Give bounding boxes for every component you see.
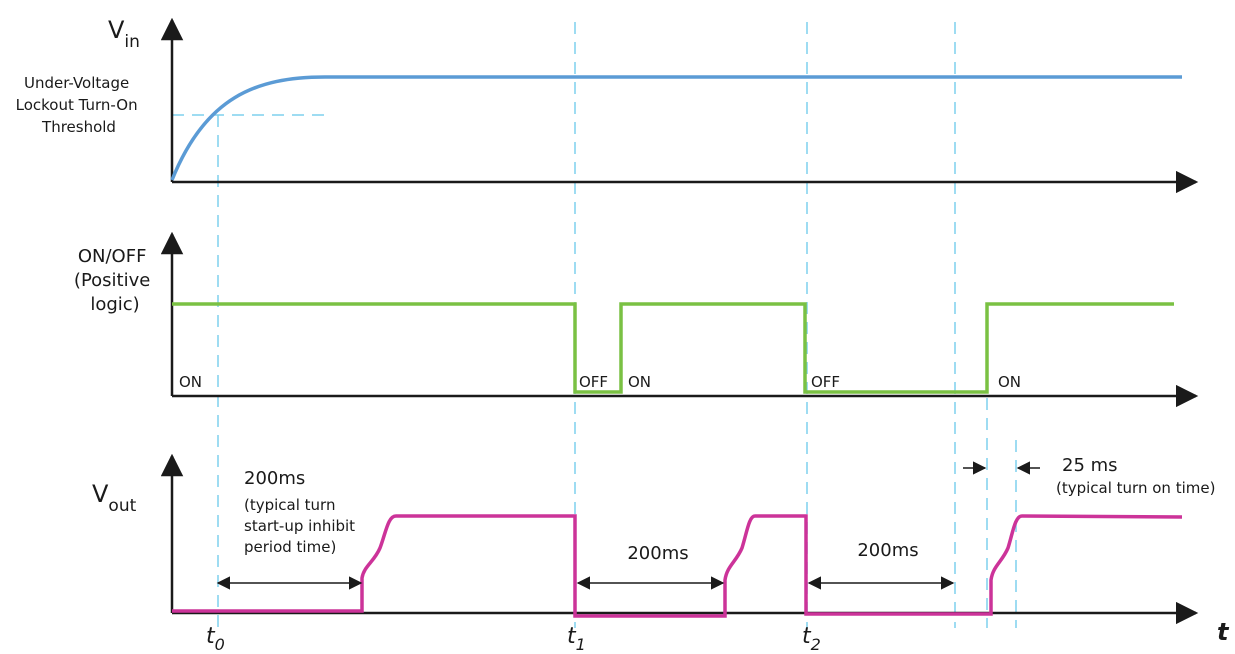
inhibit-period-note: (typical turn start-up inhibit period ti… bbox=[244, 496, 360, 556]
threshold-line-2: Lockout Turn-On bbox=[16, 96, 138, 114]
marker-t0: t0 bbox=[206, 624, 225, 654]
threshold-line-3: Threshold bbox=[41, 118, 116, 136]
onoff-label-line-1: ON/OFF bbox=[78, 246, 147, 267]
vin-curve bbox=[170, 75, 1182, 181]
time-markers: t0 t1 t2 t bbox=[206, 618, 1230, 654]
threshold-line-1: Under-Voltage bbox=[24, 74, 129, 92]
period-3-value: 200ms bbox=[857, 540, 918, 561]
vin-panel: Vin Under-Voltage Lockout Turn-On Thresh… bbox=[16, 16, 1199, 194]
marker-t2: t2 bbox=[802, 624, 821, 654]
threshold-label: Under-Voltage Lockout Turn-On Threshold bbox=[16, 74, 143, 136]
state-label-on-2: ON bbox=[628, 373, 651, 391]
turn-on-value: 25 ms bbox=[1062, 455, 1118, 476]
onoff-label-line-3: logic) bbox=[90, 294, 139, 315]
marker-t1: t1 bbox=[567, 624, 586, 654]
vin-label: Vin bbox=[108, 16, 140, 52]
inhibit-note-line-1: (typical turn bbox=[244, 496, 335, 514]
onoff-signal bbox=[172, 302, 1174, 394]
vout-panel: Vout 200ms (typical turn start-up inhibi… bbox=[92, 453, 1215, 625]
state-label-on-3: ON bbox=[998, 373, 1021, 391]
time-axis-label: t bbox=[1217, 618, 1230, 646]
period-2-value: 200ms bbox=[627, 543, 688, 564]
state-label-on-1: ON bbox=[179, 373, 202, 391]
turn-on-note: (typical turn on time) bbox=[1056, 479, 1215, 497]
vout-signal bbox=[172, 514, 1183, 618]
inhibit-note-line-2: start-up inhibit bbox=[244, 517, 355, 535]
state-label-off-1: OFF bbox=[579, 373, 608, 391]
inhibit-period-value: 200ms bbox=[244, 468, 305, 489]
state-label-off-2: OFF bbox=[811, 373, 840, 391]
vout-label: Vout bbox=[92, 480, 137, 516]
onoff-panel: ON/OFF (Positive logic) ON OFF ON OFF ON bbox=[74, 231, 1199, 408]
inhibit-note-line-3: period time) bbox=[244, 538, 336, 556]
onoff-label-line-2: (Positive bbox=[74, 270, 150, 291]
onoff-label: ON/OFF (Positive logic) bbox=[74, 246, 156, 315]
